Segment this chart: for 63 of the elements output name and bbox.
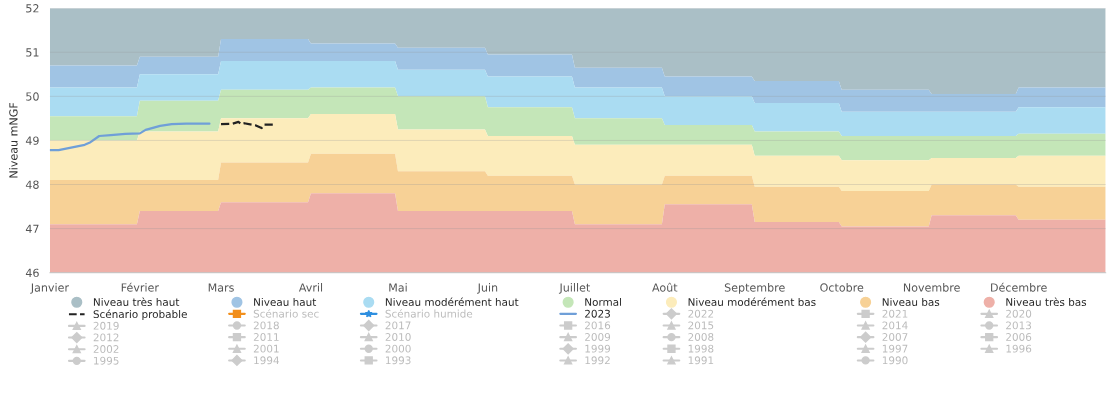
legend-label: Niveau bas: [882, 297, 940, 306]
y-tick-label: 50: [26, 92, 39, 101]
legend-label: 2019: [93, 321, 119, 330]
y-tick-label: 49: [25, 136, 39, 145]
legend-label: 2013: [1006, 321, 1032, 330]
y-tick-label: 51: [26, 48, 39, 57]
legend-label: 2011: [253, 333, 279, 341]
legend-label: 1993: [386, 356, 411, 365]
legend-label: 2020: [1006, 309, 1032, 318]
x-tick-label: Décembre: [991, 282, 1047, 292]
x-tick-label: Août: [652, 282, 678, 292]
x-tick-label: Septembre: [724, 283, 785, 294]
legend-label: 2023: [585, 309, 610, 318]
legend-label: 1997: [882, 344, 908, 353]
legend-label: 2017: [385, 321, 411, 330]
legend-label: 2015: [688, 321, 714, 330]
legend-label: 1998: [688, 344, 714, 353]
y-tick-label: 48: [25, 180, 39, 189]
legend-label: 2016: [585, 321, 611, 330]
line-series: [219, 120, 275, 130]
legend-label: 2018: [253, 321, 279, 330]
legend-label: Scénario sec: [253, 309, 319, 318]
legend-label: Niveau modérément haut: [385, 297, 519, 306]
legend-label: 1994: [254, 356, 280, 365]
legend-label: 2006: [1006, 333, 1032, 341]
legend-label: 1995: [94, 356, 119, 365]
legend-label: 2000: [385, 344, 411, 353]
legend-label: 1996: [1006, 344, 1032, 353]
legend-label: 1991: [688, 356, 714, 365]
y-tick-label: 47: [25, 224, 39, 233]
x-tick-label: Avril: [298, 283, 323, 292]
x-tick-label: Mars: [208, 283, 234, 292]
legend-label: 1992: [585, 356, 610, 365]
legend-label: Niveau très haut: [93, 297, 180, 306]
legend-label: Normal: [585, 297, 621, 306]
legend-label: 2012: [93, 333, 119, 342]
x-tick-label: Novembre: [903, 283, 960, 292]
x-tick-label: Mai: [389, 283, 407, 292]
x-tick-label: Octobre: [820, 283, 864, 292]
legend-label: Scénario humide: [385, 309, 473, 318]
legend-label: 2014: [882, 321, 908, 330]
legend-label: 2009: [585, 333, 611, 341]
y-axis-title: Niveau mNGF: [9, 102, 18, 178]
x-tick-label: Février: [121, 282, 159, 292]
legend-label: 2008: [688, 333, 714, 341]
line-series: [49, 122, 211, 152]
legend-label: 2021: [882, 309, 908, 318]
x-tick-label: Juin: [477, 283, 498, 294]
legend-label: Niveau modérément bas: [688, 297, 816, 306]
legend-label: 2001: [253, 344, 279, 353]
y-tick-label: 52: [26, 4, 39, 13]
legend-label: Niveau haut: [254, 297, 317, 306]
legend-label: 1999: [585, 344, 611, 353]
legend-label: 2007: [882, 333, 908, 341]
x-tick-label: Janvier: [30, 283, 69, 294]
legend-label: 2022: [688, 309, 714, 318]
y-tick-label: 46: [25, 268, 39, 278]
legend-label: Scénario probable: [93, 309, 187, 321]
legend-label: 2010: [385, 333, 411, 341]
legend-label: 2002: [93, 345, 119, 353]
legend-label: 1990: [882, 356, 908, 365]
legend-label: Niveau très bas: [1006, 297, 1087, 306]
x-tick-label: Juillet: [558, 283, 591, 294]
